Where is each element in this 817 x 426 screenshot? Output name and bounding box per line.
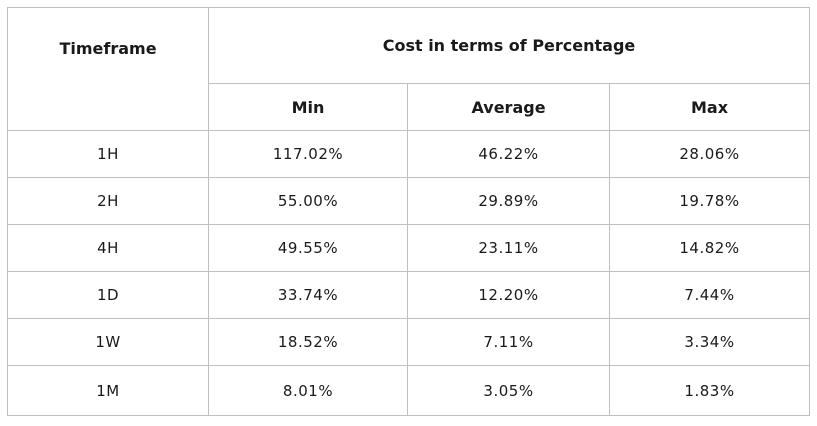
cell-timeframe: 1H bbox=[7, 130, 209, 178]
cell-max: 1.83% bbox=[609, 365, 810, 416]
cost-table-container: Timeframe Cost in terms of Percentage Mi… bbox=[7, 7, 810, 416]
cost-table: Timeframe Cost in terms of Percentage Mi… bbox=[7, 7, 810, 416]
cell-timeframe: 1W bbox=[7, 318, 209, 366]
cell-min: 117.02% bbox=[208, 130, 408, 178]
table-row: 2H 55.00% 29.89% 19.78% bbox=[7, 177, 810, 225]
cell-max: 3.34% bbox=[609, 318, 810, 366]
header-max: Max bbox=[609, 83, 810, 131]
table-row: 1H 117.02% 46.22% 28.06% bbox=[7, 130, 810, 178]
header-cost-group: Cost in terms of Percentage bbox=[208, 7, 810, 84]
cell-average: 46.22% bbox=[407, 130, 610, 178]
cell-max: 14.82% bbox=[609, 224, 810, 272]
cell-average: 12.20% bbox=[407, 271, 610, 319]
cell-max: 28.06% bbox=[609, 130, 810, 178]
cell-average: 3.05% bbox=[407, 365, 610, 416]
cell-min: 18.52% bbox=[208, 318, 408, 366]
cell-max: 19.78% bbox=[609, 177, 810, 225]
cell-min: 55.00% bbox=[208, 177, 408, 225]
cell-average: 23.11% bbox=[407, 224, 610, 272]
cell-average: 29.89% bbox=[407, 177, 610, 225]
cell-min: 8.01% bbox=[208, 365, 408, 416]
cell-average: 7.11% bbox=[407, 318, 610, 366]
table-row: 1D 33.74% 12.20% 7.44% bbox=[7, 271, 810, 319]
table-row: 1W 18.52% 7.11% 3.34% bbox=[7, 318, 810, 366]
header-min: Min bbox=[208, 83, 408, 131]
cell-timeframe: 1D bbox=[7, 271, 209, 319]
cell-timeframe: 4H bbox=[7, 224, 209, 272]
cell-min: 33.74% bbox=[208, 271, 408, 319]
table-row: 1M 8.01% 3.05% 1.83% bbox=[7, 365, 810, 416]
header-average: Average bbox=[407, 83, 610, 131]
cell-max: 7.44% bbox=[609, 271, 810, 319]
cell-timeframe: 1M bbox=[7, 365, 209, 416]
cell-timeframe: 2H bbox=[7, 177, 209, 225]
header-timeframe: Timeframe bbox=[7, 7, 209, 131]
table-row: 4H 49.55% 23.11% 14.82% bbox=[7, 224, 810, 272]
cell-min: 49.55% bbox=[208, 224, 408, 272]
